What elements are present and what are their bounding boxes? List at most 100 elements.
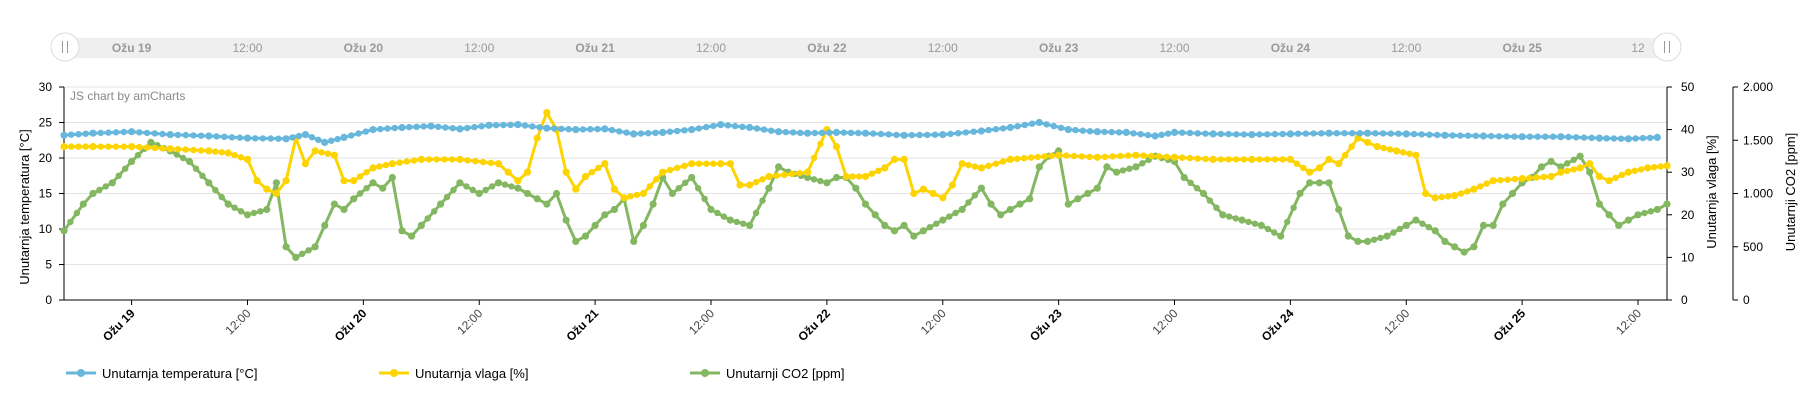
data-bullet bbox=[1202, 155, 1209, 163]
scrollbar-label: Ožu 21 bbox=[575, 41, 615, 55]
data-point bbox=[717, 121, 725, 129]
scrollbar-track[interactable] bbox=[63, 38, 1667, 58]
data-bullet bbox=[1641, 209, 1648, 217]
data-point bbox=[832, 173, 841, 182]
data-bullet bbox=[1457, 190, 1465, 197]
legend-item-co2[interactable]: Unutarnji CO2 [ppm] bbox=[690, 366, 845, 381]
data-bullet bbox=[955, 130, 962, 137]
data-bullet bbox=[1410, 130, 1418, 138]
data-bullet bbox=[753, 125, 761, 132]
data-bullet bbox=[1647, 208, 1655, 215]
data-bullet bbox=[443, 193, 451, 201]
data-bullet bbox=[652, 129, 659, 136]
data-point bbox=[1093, 153, 1101, 161]
data-point bbox=[147, 138, 155, 146]
data-point bbox=[340, 177, 348, 185]
data-bullet bbox=[1155, 153, 1163, 160]
data-bullet bbox=[151, 130, 158, 137]
data-bullet bbox=[1271, 130, 1279, 138]
data-bullet bbox=[1202, 130, 1209, 137]
data-bullet bbox=[97, 143, 104, 150]
data-bullet bbox=[1144, 131, 1152, 139]
data-point bbox=[1402, 130, 1410, 138]
data-point bbox=[775, 163, 783, 171]
data-bullet bbox=[952, 209, 959, 217]
data-point bbox=[292, 253, 300, 261]
data-bullet bbox=[1540, 173, 1548, 181]
data-point bbox=[1306, 179, 1314, 187]
scrollbar-label: 12:00 bbox=[928, 41, 958, 55]
data-bullet bbox=[992, 160, 1000, 167]
data-point bbox=[746, 181, 754, 189]
data-bullet bbox=[134, 152, 142, 159]
legend-item-temperature[interactable]: Unutarnja temperatura [°C] bbox=[66, 366, 258, 381]
legend: Unutarnja temperatura [°C] Unutarnja vla… bbox=[66, 366, 845, 381]
scrollbar-right-grip[interactable] bbox=[1652, 32, 1682, 62]
data-bullet bbox=[1020, 155, 1028, 162]
data-bullet bbox=[363, 185, 370, 192]
data-bullet bbox=[1406, 150, 1413, 157]
data-bullet bbox=[122, 165, 129, 172]
data-point bbox=[263, 205, 271, 214]
x-day-label: Ožu 22 bbox=[795, 306, 833, 344]
data-bullet bbox=[1271, 229, 1278, 236]
scrollbar-label: 12:00 bbox=[1391, 41, 1421, 55]
x-time-label: 12:00 bbox=[1149, 306, 1180, 337]
data-bullet bbox=[1225, 130, 1232, 138]
data-bullet bbox=[425, 156, 433, 163]
data-bullet bbox=[472, 157, 479, 165]
data-bullet bbox=[267, 135, 274, 142]
data-bullet bbox=[1646, 134, 1654, 141]
data-point bbox=[639, 221, 648, 229]
data-bullet bbox=[970, 128, 977, 135]
data-bullet bbox=[488, 183, 496, 190]
legend-label-humidity: Unutarnja vlaga [%] bbox=[415, 366, 528, 381]
scrollbar-label: Ožu 25 bbox=[1502, 41, 1542, 55]
x-day-label: Ožu 25 bbox=[1491, 306, 1529, 344]
right-axis-humidity-title: Unutarnja vlaga [%] bbox=[1704, 135, 1719, 248]
data-bullet bbox=[703, 160, 710, 167]
right-axis-co2-tick-label: 500 bbox=[1743, 240, 1763, 254]
data-bullet bbox=[1050, 122, 1058, 130]
data-point bbox=[1586, 160, 1594, 168]
data-point bbox=[311, 147, 319, 155]
data-bullet bbox=[1564, 160, 1571, 167]
data-point bbox=[1219, 211, 1227, 219]
data-bullet bbox=[231, 152, 238, 159]
data-bullet bbox=[768, 127, 775, 134]
data-point bbox=[398, 227, 406, 235]
data-bullet bbox=[471, 123, 478, 131]
data-point bbox=[89, 129, 97, 137]
data-bullet bbox=[1390, 229, 1397, 236]
data-point bbox=[1074, 195, 1082, 203]
data-bullet bbox=[1504, 176, 1511, 183]
data-bullet bbox=[450, 186, 457, 194]
legend-item-humidity[interactable]: Unutarnja vlaga [%] bbox=[379, 366, 528, 381]
x-axis-labels: Ožu 19 12:00 Ožu 20 12:00 Ožu 21 12:00 Ožu 22 1… bbox=[100, 300, 1644, 344]
data-bullet bbox=[464, 124, 471, 132]
data-point bbox=[1093, 184, 1101, 192]
data-point bbox=[852, 184, 860, 192]
data-point bbox=[861, 200, 870, 208]
data-point bbox=[1586, 168, 1594, 176]
data-bullet bbox=[616, 128, 623, 135]
data-point bbox=[1364, 138, 1372, 146]
data-bullet bbox=[877, 130, 885, 138]
data-point bbox=[804, 129, 812, 137]
data-bullet bbox=[228, 134, 236, 141]
data-bullet bbox=[893, 131, 900, 139]
data-bullet bbox=[75, 131, 82, 138]
data-point bbox=[919, 185, 928, 193]
data-bullet bbox=[1027, 154, 1035, 161]
data-point bbox=[514, 121, 522, 129]
scrollbar[interactable]: Ožu 19 12:00 Ožu 20 12:00 Ožu 21 12:00 Ožu 22 1… bbox=[50, 32, 1682, 62]
data-bullet bbox=[1318, 130, 1325, 137]
data-bullet bbox=[1139, 160, 1146, 167]
scrollbar-left-grip[interactable] bbox=[50, 32, 80, 62]
data-bullet bbox=[1426, 131, 1433, 138]
chart-credit[interactable]: JS chart by amCharts bbox=[70, 89, 185, 103]
data-point bbox=[958, 160, 966, 168]
data-point bbox=[746, 123, 754, 132]
data-point bbox=[572, 237, 580, 245]
data-bullet bbox=[1070, 152, 1078, 160]
